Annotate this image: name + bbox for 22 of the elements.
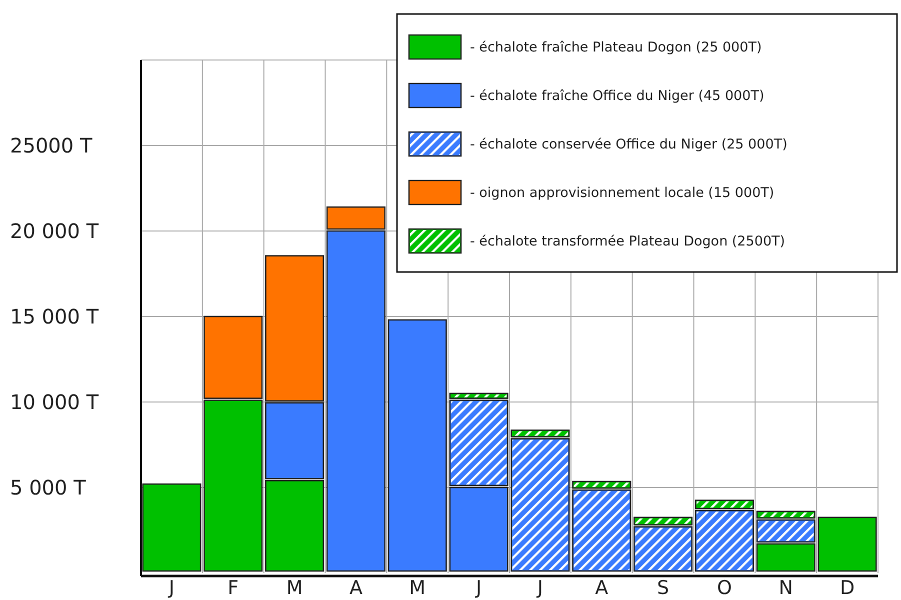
x-tick-label: M <box>286 577 303 599</box>
legend-label: - échalote conservée Office du Niger (25 000T) <box>470 136 788 153</box>
x-tick-label: A <box>349 577 362 599</box>
legend-label: - échalote transformée Plateau Dogon (2500T) <box>470 234 786 250</box>
y-tick-label: 15 000 T <box>10 304 100 328</box>
x-tick-label: O <box>716 577 732 599</box>
x-tick-label: J <box>536 577 544 599</box>
y-tick-label: 25000 T <box>10 134 93 158</box>
x-tick-label: M <box>409 577 426 599</box>
y-tick-label: 10 000 T <box>10 390 100 414</box>
x-tick-label: J <box>168 577 175 599</box>
x-tick-label: J <box>474 577 482 599</box>
x-tick-label: D <box>840 577 855 599</box>
legend-label: - oignon approvisionnement locale (15 000T) <box>470 185 774 202</box>
legend-label: - échalote fraîche Plateau Dogon (25 000T) <box>470 40 762 56</box>
y-tick-label: 20 000 T <box>10 219 100 243</box>
x-tick-label: S <box>657 577 670 599</box>
x-tick-label: A <box>595 577 608 599</box>
legend-label: - échalote fraîche Office du Niger (45 000T) <box>470 88 764 104</box>
x-tick-label: N <box>778 577 793 599</box>
x-tick-label: F <box>228 577 239 599</box>
y-tick-label: 5 000 T <box>10 476 87 500</box>
